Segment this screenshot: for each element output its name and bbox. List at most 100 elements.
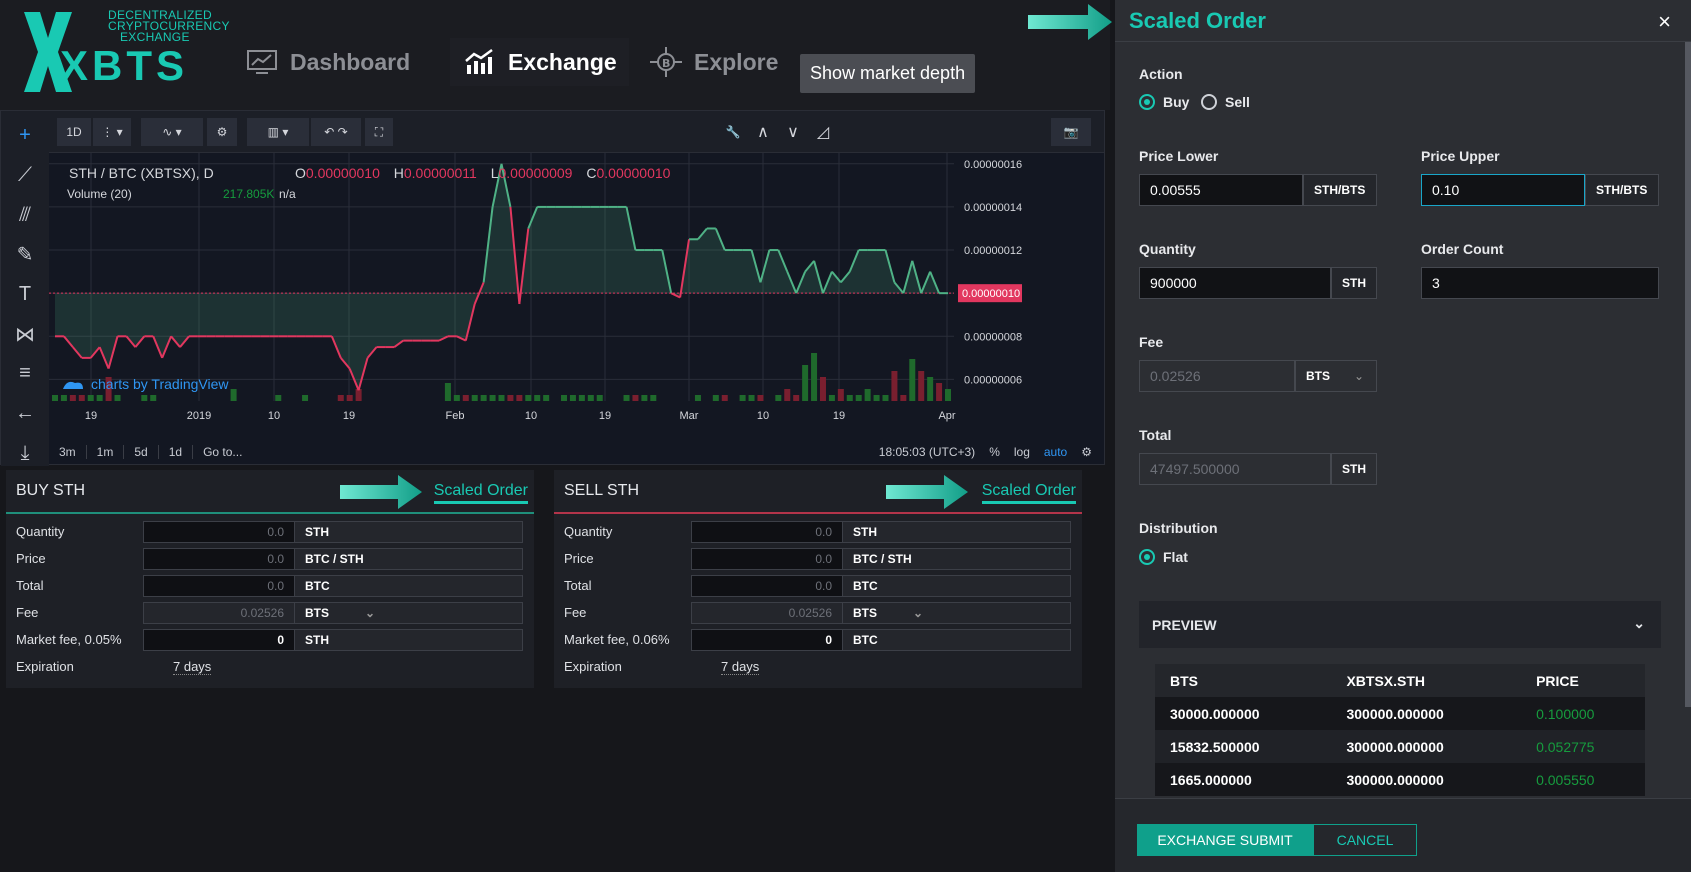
indicators-icon[interactable]: ▥ ▾	[247, 118, 309, 146]
buy-radio[interactable]: Buy	[1139, 94, 1189, 110]
modal-scrollbar[interactable]	[1685, 42, 1691, 707]
settings-gear-icon[interactable]: ⚙	[207, 118, 237, 146]
buy-total-input[interactable]: 0.0	[143, 574, 295, 597]
wrench-icon[interactable]: 🔧	[725, 125, 741, 139]
nav-exchange-label: Exchange	[508, 48, 617, 75]
sell-fee-asset: BTS	[853, 605, 877, 620]
buy-market-fee-label: Market fee, 0.05%	[16, 632, 122, 647]
chevron-up-icon[interactable]: ∧	[757, 124, 769, 141]
volume-bar	[498, 395, 505, 401]
price-lower-unit: STH/BTS	[1303, 174, 1377, 206]
percent-scale-toggle[interactable]: %	[989, 445, 1000, 459]
interval-button[interactable]: 1D	[57, 118, 91, 146]
order-count-input[interactable]: 3	[1421, 267, 1659, 299]
distribution-flat-radio[interactable]: Flat	[1139, 549, 1188, 565]
price-line-segment	[348, 368, 360, 391]
chevron-down-icon[interactable]: ∨	[787, 124, 799, 141]
tradingview-chart[interactable]: + ⟋ ⫻ ✎ T ⋈ ≡ ← ⤓ 1D ⋮ ▾ ∿ ▾ ⚙ ▥ ▾ ↶ ↷ ⛶…	[0, 110, 1105, 466]
zoom-in-icon[interactable]: ⤓	[20, 441, 30, 464]
back-arrow-icon[interactable]: ←	[15, 402, 35, 425]
market-depth-icon[interactable]: ◿	[816, 124, 830, 141]
price-line-segment	[518, 228, 530, 305]
price-area-fill	[55, 163, 948, 391]
volume-bar	[525, 395, 532, 401]
buy-quantity-unit: STH	[295, 520, 523, 543]
table-row: 15832.500000 300000.000000 0.052775	[1155, 730, 1645, 763]
cancel-button[interactable]: CANCEL	[1313, 824, 1417, 856]
timeframe-5d[interactable]: 5d	[124, 445, 159, 459]
auto-scale-toggle[interactable]: auto	[1043, 445, 1068, 459]
arrow-to-buy-scaled-icon	[340, 475, 422, 509]
log-scale-toggle[interactable]: log	[1013, 445, 1030, 459]
volume-bar	[641, 395, 648, 401]
volume-bar	[52, 395, 58, 401]
price-line-segment	[884, 249, 896, 283]
chevron-down-icon: ⌄	[365, 605, 376, 620]
fee-asset-select[interactable]: BTS ⌄	[1295, 360, 1377, 392]
camera-icon[interactable]: 📷	[1051, 118, 1091, 146]
price-line-segment	[670, 292, 681, 299]
sell-quantity-input[interactable]: 0.0	[691, 520, 843, 543]
volume-bar	[757, 395, 764, 401]
price-lower-input[interactable]: 0.00555	[1139, 174, 1303, 206]
total-unit: STH	[1331, 453, 1377, 485]
chart-settings-icon[interactable]: ⚙	[1081, 445, 1092, 459]
volume-bar	[480, 395, 487, 401]
timeframe-1d[interactable]: 1d	[159, 445, 194, 459]
crosshair-icon[interactable]: +	[19, 124, 31, 147]
buy-expiration-select[interactable]: 7 days	[173, 658, 212, 675]
price-chart-canvas[interactable]: 0.00000016 0.00000014 0.00000012 0.00000010…	[49, 153, 1104, 439]
interval-menu-icon[interactable]: ⋮ ▾	[93, 118, 131, 146]
volume-bar	[587, 395, 594, 401]
nav-exchange[interactable]: Exchange	[450, 38, 629, 86]
buy-quantity-input[interactable]: 0.0	[143, 520, 295, 543]
buy-fee-asset-select[interactable]: BTS ⌄	[295, 601, 523, 624]
price-line-segment	[393, 339, 404, 348]
quantity-input[interactable]: 900000	[1139, 267, 1331, 299]
nav-explore[interactable]: B Explore	[648, 38, 778, 86]
sell-price-input[interactable]: 0.0	[691, 547, 843, 570]
buy-total-unit: BTC	[295, 574, 523, 597]
chart-scale-controls: 18:05:03 (UTC+3) % log auto ⚙	[879, 445, 1104, 459]
price-line-segment	[813, 260, 824, 294]
buy-price-input[interactable]: 0.0	[143, 547, 295, 570]
volume-bar	[927, 377, 934, 401]
nav-dashboard[interactable]: Dashboard	[244, 38, 410, 86]
sell-price-unit: BTC / STH	[843, 547, 1071, 570]
pattern-tool-icon[interactable]: ⋈	[15, 323, 35, 346]
measure-tool-icon[interactable]: ≡	[19, 362, 31, 385]
price-line-segment	[482, 206, 494, 283]
price-line-segment	[795, 271, 807, 294]
sell-scaled-order-link[interactable]: Scaled Order	[981, 482, 1076, 504]
fee-asset: BTS	[1306, 369, 1330, 383]
exchange-submit-button[interactable]: EXCHANGE SUBMIT	[1137, 824, 1313, 856]
volume-bar	[775, 395, 782, 401]
preview-toggle[interactable]: PREVIEW ⌄	[1139, 601, 1661, 648]
timeframe-1m[interactable]: 1m	[87, 445, 125, 459]
sell-total-input[interactable]: 0.0	[691, 574, 843, 597]
undo-redo-icon[interactable]: ↶ ↷	[311, 118, 361, 146]
fib-tool-icon[interactable]: ⫻	[19, 203, 31, 226]
tagline-line-3: EXCHANGE	[120, 30, 190, 44]
volume-value: 217.805K	[223, 187, 274, 201]
xbts-logo[interactable]: DECENTRALIZED CRYPTOCURRENCY EXCHANGE XB…	[20, 8, 230, 98]
timeframe-3m[interactable]: 3m	[49, 445, 87, 459]
text-tool-icon[interactable]: T	[18, 283, 32, 306]
arrow-to-modal-icon	[1028, 4, 1112, 40]
close-icon[interactable]: ×	[1658, 9, 1671, 34]
buy-scaled-order-link[interactable]: Scaled Order	[433, 482, 528, 504]
chart-style-icon[interactable]: ∿ ▾	[141, 118, 203, 146]
goto-date[interactable]: Go to...	[203, 445, 243, 459]
sell-radio[interactable]: Sell	[1201, 94, 1250, 110]
sell-expiration-select[interactable]: 7 days	[721, 658, 760, 675]
tradingview-watermark[interactable]: charts by TradingView	[91, 376, 229, 392]
sell-fee-asset-select[interactable]: BTS ⌄	[843, 601, 1071, 624]
trend-line-icon[interactable]: ⟋	[18, 164, 32, 186]
volume-bar	[891, 371, 898, 401]
fullscreen-icon[interactable]: ⛶	[365, 118, 393, 146]
volume-bar	[945, 389, 951, 401]
price-upper-input[interactable]: 0.10	[1421, 174, 1585, 206]
preview-cell-price: 0.100000	[1521, 697, 1645, 730]
brush-icon[interactable]: ✎	[16, 244, 34, 267]
time-tick-label: 19	[85, 410, 97, 422]
